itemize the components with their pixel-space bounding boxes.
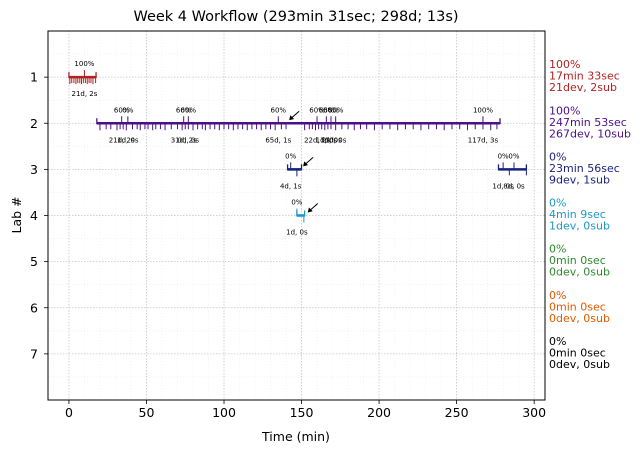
x-tick-label: 0: [65, 405, 73, 420]
lane-summary-line: 9dev, 1sub: [549, 173, 610, 186]
lane-summary-line: 0%: [549, 289, 566, 302]
lane-summary-line: 1dev, 0sub: [549, 220, 610, 233]
y-tick-label: 2: [30, 116, 38, 131]
lane-lab-4: 0% 1d, 0s: [286, 199, 308, 237]
lane-summary-line: 100%: [549, 58, 580, 71]
lane-summary-line: 0%: [549, 197, 566, 210]
annotation-note: 65d, 1s: [265, 136, 291, 144]
lane-summary-line: 4min 9sec: [549, 208, 606, 221]
annotation-note: 1d, 0s: [316, 136, 338, 144]
annotation-percent: 100%: [473, 106, 493, 114]
arrow-head: [303, 161, 309, 167]
x-tick-label: 150: [290, 405, 314, 420]
lane-lab-1: 100% 21d, 2s: [68, 60, 98, 98]
y-tick-label: 4: [30, 208, 38, 223]
y-tick-label: 1: [30, 70, 38, 85]
annotation-note: 31d, 2s: [171, 136, 197, 144]
x-tick-label: 300: [522, 405, 546, 420]
lane-summary-line: 0min 0sec: [549, 346, 606, 359]
lane-summary-line: 0dev, 0sub: [549, 312, 610, 325]
lane-summary-line: 100%: [549, 104, 580, 117]
lane-summary-line: 0%: [549, 150, 566, 163]
annotation-percent: 0%: [291, 199, 302, 207]
annotation-note: 22d, 2s: [304, 136, 330, 144]
annotation-note: 1d, 0s: [325, 136, 347, 144]
annotation-percent: 100%: [74, 60, 94, 68]
annotation-percent: 60%: [309, 106, 325, 114]
x-tick-label: 250: [445, 405, 469, 420]
chart-title: Week 4 Workflow (293min 31sec; 298d; 13s…: [133, 9, 458, 25]
lane-summary-line: 23min 56sec: [549, 162, 620, 175]
annotation-note: 21d, 2s: [71, 90, 97, 98]
annotation-note: 8d, 0s: [503, 182, 525, 190]
annotation-note: 117d, 3s: [468, 136, 499, 144]
annotation-percent: 0%: [508, 152, 519, 160]
y-tick-label: 5: [30, 254, 38, 269]
lane-summary-line: 0dev, 0sub: [549, 266, 610, 279]
lane-summary-line: 17min 33sec: [549, 70, 620, 83]
y-tick-label: 6: [30, 300, 38, 315]
x-tick-label: 100: [212, 405, 236, 420]
annotation-percent: 0%: [285, 152, 296, 160]
annotation-percent: 60%: [181, 106, 197, 114]
annotation-percent: 0%: [498, 152, 509, 160]
annotation-note: 1d, 0s: [492, 182, 514, 190]
callout-arrow: [307, 203, 319, 213]
lane-lab-2: 60% 21d, 2s 0% 1d, 0s 60% 31d, 2s 60% 0d, 0s 60%…: [96, 106, 501, 144]
x-tick-label: 50: [139, 405, 155, 420]
annotation-percent: 60%: [270, 106, 286, 114]
lane-summary-line: 0min 0sec: [549, 300, 606, 313]
lane-summary-line: 0min 0sec: [549, 254, 606, 267]
lane-lab-3: 0% 4d, 1s 0% 1d, 0s 0% 8d, 0s: [280, 152, 528, 190]
axes: 0 50 100 150 200 250 300 1 2 3 4 5 6 7: [30, 70, 546, 420]
arrow-head: [289, 115, 295, 121]
callout-arrow: [289, 110, 300, 121]
annotation-percent: 60%: [319, 106, 335, 114]
callout-arrow: [303, 157, 314, 167]
y-tick-label: 7: [30, 346, 38, 361]
lane-summary-line: 21dev, 2sub: [549, 81, 617, 94]
lane-summary-line: 267dev, 10sub: [549, 127, 631, 140]
annotation-note: 4d, 1s: [280, 182, 302, 190]
annotation-note: 0d, 0s: [178, 136, 200, 144]
lane-summary-line: 0dev, 0sub: [549, 358, 610, 371]
annotation-note: 1d, 0s: [117, 136, 139, 144]
annotation-note: 21d, 2s: [109, 136, 135, 144]
lane-summary-line: 247min 53sec: [549, 116, 627, 129]
annotation-percent: 60%: [328, 106, 344, 114]
arrow-head: [307, 207, 313, 213]
lane-summary-line: 0%: [549, 243, 566, 256]
annotation-note: 1d, 0s: [286, 229, 308, 237]
annotation-percent: 60%: [323, 106, 339, 114]
y-axis-label: Lab #: [9, 196, 24, 233]
annotation-percent: 0%: [122, 106, 133, 114]
annotation-note: 1d, 0s: [320, 136, 342, 144]
annotation-percent: 60%: [176, 106, 192, 114]
y-tick-label: 3: [30, 162, 38, 177]
annotation-percent: 60%: [114, 106, 130, 114]
lane-summary-line: 0%: [549, 335, 566, 348]
x-axis-label: Time (min): [261, 429, 330, 444]
x-tick-label: 200: [367, 405, 391, 420]
